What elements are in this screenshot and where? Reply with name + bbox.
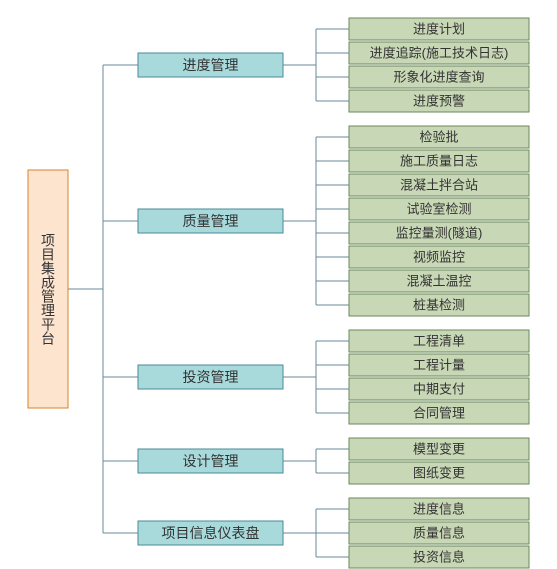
leaf-label: 进度追踪(施工技术日志) — [370, 46, 509, 61]
root-label: 项目集成管理平台 — [40, 233, 56, 345]
leaf-label: 视频监控 — [413, 250, 465, 265]
leaf-label: 混凝土拌合站 — [400, 178, 478, 193]
leaf-label: 桩基检测 — [413, 298, 465, 313]
leaf-label: 工程计量 — [413, 358, 465, 373]
leaf-label: 质量信息 — [413, 526, 465, 541]
leaf-label: 试验室检测 — [406, 202, 471, 217]
category-label: 设计管理 — [183, 453, 239, 469]
leaf-label: 图纸变更 — [413, 466, 465, 481]
leaf-label: 检验批 — [419, 130, 458, 145]
category-label: 投资管理 — [183, 369, 239, 385]
leaf-label: 中期支付 — [413, 382, 465, 397]
leaf-label: 混凝土温控 — [406, 274, 471, 289]
leaf-label: 合同管理 — [413, 406, 465, 421]
category-label: 质量管理 — [183, 213, 239, 229]
leaf-label: 模型变更 — [413, 442, 465, 457]
leaf-label: 施工质量日志 — [400, 154, 478, 169]
leaf-label: 监控量测(隧道) — [396, 226, 483, 241]
leaf-label: 工程清单 — [413, 334, 465, 349]
leaf-label: 形象化进度查询 — [393, 70, 484, 85]
leaf-label: 进度计划 — [413, 22, 465, 37]
category-label: 进度管理 — [183, 57, 239, 73]
category-label: 项目信息仪表盘 — [162, 525, 260, 541]
leaf-label: 投资信息 — [413, 550, 465, 565]
leaf-label: 进度预警 — [413, 94, 465, 109]
leaf-label: 进度信息 — [413, 502, 465, 517]
